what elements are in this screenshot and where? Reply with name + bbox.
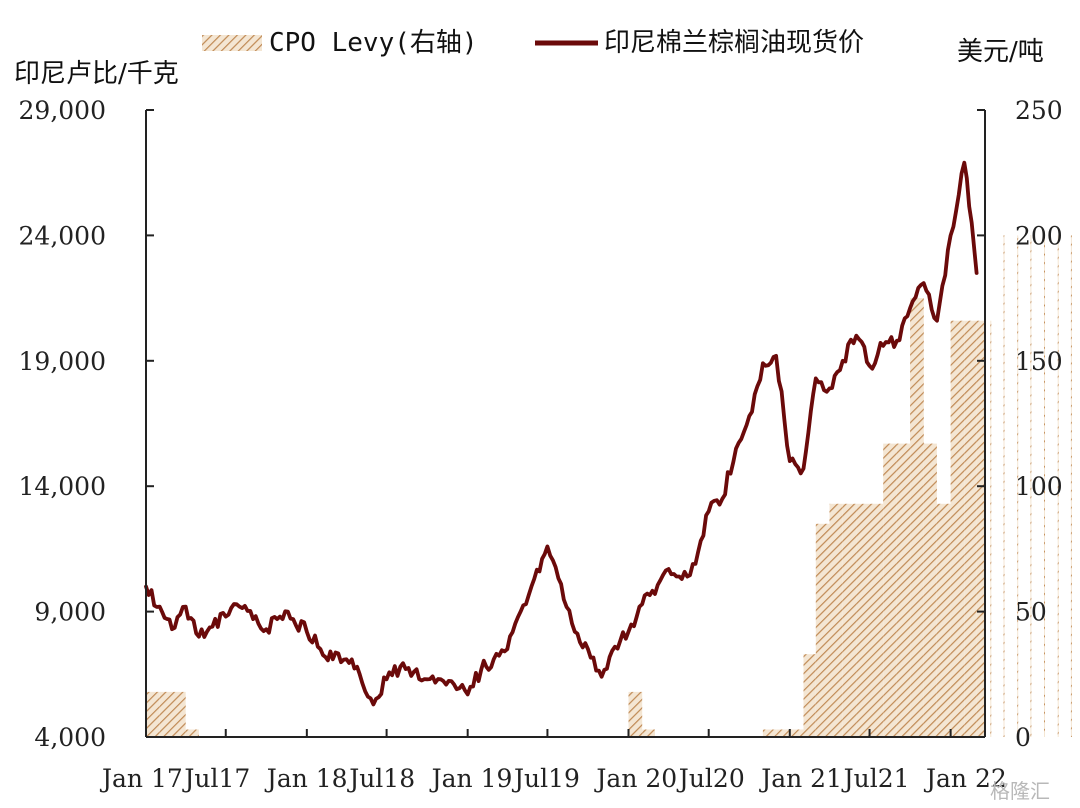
- levy-bar: [1017, 235, 1019, 737]
- levy-bar: [146, 691, 160, 737]
- levy-bar: [869, 503, 884, 737]
- y-left-tick-label: 9,000: [34, 598, 106, 627]
- levy-bar: [185, 729, 199, 737]
- x-tick-label: Jul20: [676, 764, 745, 793]
- levy-bar: [1030, 235, 1032, 737]
- x-tick-label: Jan 17: [99, 764, 183, 793]
- x-tick-label: Jul19: [511, 764, 580, 793]
- levy-bar: [1044, 235, 1045, 737]
- levy-bar: [950, 320, 965, 737]
- y-right-tick-label: 50: [1015, 598, 1047, 627]
- levy-bar: [628, 691, 643, 737]
- levy-bar: [789, 729, 804, 737]
- levy-bar: [910, 298, 924, 737]
- levy-bars: [146, 235, 1072, 737]
- axes: [145, 110, 986, 738]
- levy-bar: [172, 691, 186, 737]
- y-left-tick-label: 14,000: [19, 472, 106, 501]
- levy-bar: [842, 503, 857, 737]
- levy-bar: [776, 729, 790, 737]
- levy-bar: [976, 320, 985, 737]
- x-tick-label: Jul17: [181, 764, 250, 793]
- x-tick-label: Jan 18: [264, 764, 348, 793]
- levy-bar: [803, 654, 816, 737]
- y-right-tick-label: 150: [1015, 347, 1063, 376]
- levy-bar: [762, 729, 777, 737]
- y-left-unit-label: 印尼卢比/千克: [14, 59, 179, 89]
- levy-bar: [829, 503, 843, 737]
- legend-label-levy: CPO Levy(右轴): [269, 28, 478, 58]
- y-right-unit-label: 美元/吨: [957, 37, 1044, 67]
- y-left-tick-label: 24,000: [19, 221, 106, 250]
- x-tick-label: Jan 22: [923, 764, 1007, 793]
- levy-bar: [856, 503, 870, 737]
- levy-bar: [159, 691, 172, 737]
- x-tick-label: Jul21: [841, 764, 910, 793]
- levy-bar: [1057, 235, 1059, 737]
- legend-swatch-levy: [202, 35, 262, 51]
- levy-bar: [896, 443, 911, 737]
- x-tick-label: Jan 21: [758, 764, 842, 793]
- y-right-tick-label: 0: [1015, 723, 1031, 752]
- levy-bar: [964, 320, 977, 737]
- x-tick-label: Jul18: [346, 764, 415, 793]
- y-left-tick-label: 29,000: [19, 96, 106, 125]
- watermark-text: 格隆汇: [990, 779, 1050, 803]
- y-right-tick-label: 100: [1015, 472, 1063, 501]
- price-line-group: [144, 160, 979, 707]
- legend-label-price: 印尼棉兰棕榈油现货价: [604, 28, 864, 58]
- levy-bar: [883, 443, 897, 737]
- price-line: [144, 160, 979, 707]
- legend: CPO Levy(右轴) 印尼棉兰棕榈油现货价: [202, 28, 864, 58]
- y-left-tick-label: 19,000: [19, 347, 106, 376]
- levy-bar: [1003, 235, 1005, 737]
- y-right-tick-label: 250: [1015, 96, 1063, 125]
- x-tick-label: Jan 20: [593, 764, 677, 793]
- y-right-tick-label: 200: [1015, 221, 1063, 250]
- levy-bar: [815, 523, 830, 737]
- ticks: 29,000 24,000 19,000 14,000 9,000 4,000 250 200…: [19, 96, 1063, 793]
- levy-bar: [990, 320, 992, 737]
- levy-bar: [937, 503, 951, 737]
- levy-bar: [1070, 235, 1072, 737]
- x-tick-label: Jan 19: [429, 764, 513, 793]
- levy-bar: [923, 443, 937, 737]
- y-left-tick-label: 4,000: [34, 723, 106, 752]
- levy-bar: [642, 729, 655, 737]
